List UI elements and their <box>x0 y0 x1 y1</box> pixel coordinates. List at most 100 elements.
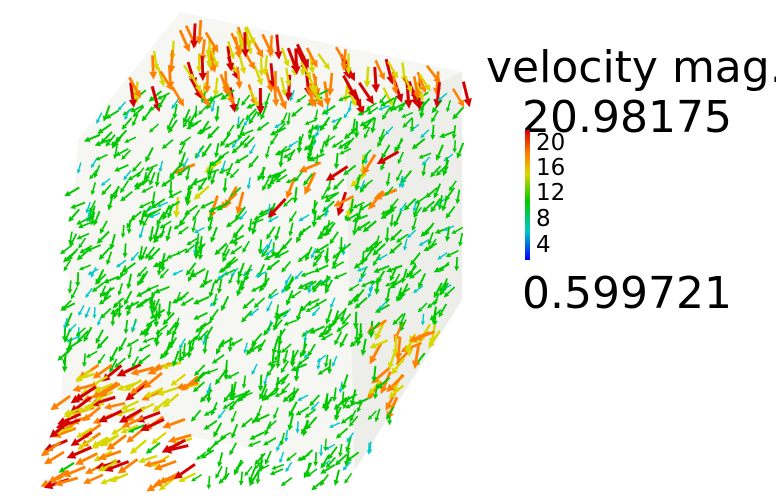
velocity-arrow <box>125 170 132 178</box>
velocity-arrow <box>142 246 148 257</box>
velocity-arrow <box>131 171 141 179</box>
velocity-arrow-head <box>248 162 254 169</box>
velocity-arrow-head <box>392 71 399 79</box>
velocity-arrow <box>394 335 398 350</box>
velocity-arrow-head <box>319 230 325 236</box>
velocity-arrow <box>204 339 208 350</box>
velocity-arrow <box>224 177 227 188</box>
velocity-arrow-head <box>280 89 288 97</box>
velocity-arrow-head <box>323 446 328 452</box>
velocity-arrow <box>170 337 178 346</box>
velocity-arrow-head <box>217 461 223 468</box>
velocity-arrow-head <box>55 421 65 430</box>
velocity-arrow <box>425 200 436 210</box>
velocity-arrow-head <box>361 159 366 165</box>
velocity-arrow-head <box>387 362 395 370</box>
velocity-arrow <box>126 400 140 409</box>
velocity-arrow-head <box>425 192 431 198</box>
velocity-arrow <box>403 169 413 181</box>
velocity-arrow <box>335 178 345 188</box>
velocity-arrow-head <box>153 363 162 371</box>
velocity-arrow-head <box>400 326 405 332</box>
velocity-arrow-head <box>49 429 59 438</box>
velocity-arrow <box>287 319 297 325</box>
velocity-arrow <box>236 97 241 108</box>
velocity-arrow <box>294 187 298 199</box>
velocity-arrow-head <box>95 337 101 344</box>
velocity-arrow <box>111 233 116 245</box>
velocity-arrow <box>227 268 236 274</box>
velocity-arrow-head <box>120 233 126 239</box>
velocity-arrow <box>209 49 217 63</box>
velocity-arrow <box>189 269 195 279</box>
velocity-arrow-head <box>238 480 244 486</box>
velocity-arrow-head <box>356 407 362 413</box>
velocity-arrow <box>190 177 198 187</box>
velocity-arrow <box>144 185 154 192</box>
velocity-arrow-head <box>268 179 275 186</box>
velocity-arrow-head <box>153 463 163 471</box>
velocity-arrow <box>300 453 310 460</box>
velocity-arrow <box>442 261 450 270</box>
velocity-arrow-head <box>223 396 229 403</box>
velocity-arrow <box>280 151 284 163</box>
velocity-arrow-head <box>249 37 256 46</box>
velocity-arrow <box>202 320 213 328</box>
velocity-arrow-head <box>339 341 345 348</box>
velocity-arrow-head <box>294 275 299 280</box>
velocity-arrow <box>337 272 347 278</box>
velocity-arrow-head <box>203 424 210 430</box>
velocity-arrow <box>414 344 421 362</box>
velocity-arrow <box>184 297 194 305</box>
velocity-arrow <box>174 103 178 115</box>
velocity-arrow-head <box>341 384 347 391</box>
velocity-arrow-head <box>280 367 286 374</box>
velocity-arrow <box>127 416 144 426</box>
velocity-arrow-head <box>134 184 141 190</box>
velocity-arrow-head <box>75 457 84 465</box>
velocity-arrow <box>307 280 317 288</box>
velocity-arrow-head <box>266 245 271 250</box>
velocity-arrow <box>199 244 204 255</box>
velocity-arrow-head <box>188 120 194 127</box>
velocity-arrow-head <box>199 128 206 135</box>
velocity-arrow-head <box>376 278 382 285</box>
velocity-arrow <box>226 400 235 408</box>
velocity-arrow-head <box>138 219 145 226</box>
velocity-arrow-head <box>344 215 349 221</box>
velocity-arrow-head <box>43 481 54 490</box>
velocity-arrow <box>81 372 96 379</box>
velocity-arrow-head <box>165 235 171 242</box>
velocity-arrow-head <box>380 210 387 215</box>
velocity-arrow-head <box>429 315 436 321</box>
velocity-arrow-head <box>366 391 375 400</box>
velocity-arrow-head <box>168 127 174 134</box>
velocity-arrow-head <box>110 321 116 327</box>
velocity-arrow-head <box>284 92 293 102</box>
velocity-arrow <box>256 459 264 467</box>
velocity-arrow <box>278 122 286 131</box>
velocity-arrow <box>219 409 226 417</box>
velocity-arrow-head <box>324 142 329 148</box>
velocity-arrow <box>456 189 461 200</box>
velocity-arrow-head <box>373 267 380 273</box>
velocity-arrow-head <box>284 437 289 443</box>
velocity-arrow-head <box>124 304 131 310</box>
velocity-arrow-head <box>393 220 399 228</box>
velocity-arrow-head <box>326 88 335 97</box>
velocity-arrow-head <box>176 382 185 390</box>
velocity-arrow <box>253 431 265 439</box>
velocity-arrow-head <box>311 484 318 491</box>
velocity-arrow-head <box>223 374 229 381</box>
velocity-arrow-head <box>237 272 243 279</box>
velocity-arrow <box>358 81 371 99</box>
velocity-arrow <box>399 151 404 161</box>
velocity-arrow-head <box>99 228 105 234</box>
velocity-arrow <box>323 81 329 99</box>
velocity-arrow <box>151 123 159 131</box>
velocity-arrow <box>87 406 102 418</box>
velocity-arrow <box>83 245 93 252</box>
velocity-arrow-head <box>121 124 127 130</box>
velocity-arrow <box>175 317 180 326</box>
